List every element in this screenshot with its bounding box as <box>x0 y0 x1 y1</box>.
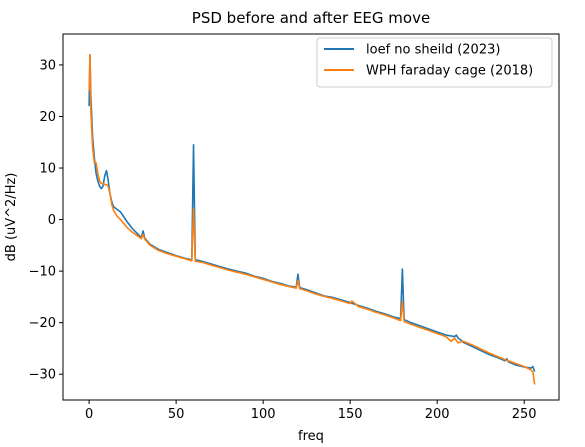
x-tick-label: 50 <box>168 407 185 422</box>
legend-label-1: loef no sheild (2023) <box>366 43 500 58</box>
x-tick-label: 100 <box>251 407 276 422</box>
x-tick-label: 0 <box>85 407 93 422</box>
y-tick-label: −30 <box>29 368 56 383</box>
y-tick-label: 10 <box>39 162 56 177</box>
x-axis-label: freq <box>298 429 324 444</box>
plot-area <box>62 33 560 401</box>
legend-label-2: WPH faraday cage (2018) <box>366 64 533 79</box>
y-tick-label: 0 <box>48 213 56 228</box>
y-axis: −30 −20 −10 0 10 20 30 <box>29 58 63 383</box>
chart-title: PSD before and after EEG move <box>192 9 430 27</box>
series-layer <box>88 53 536 385</box>
legend-items: loef no sheild (2023) WPH faraday cage (2… <box>324 43 533 79</box>
legend: loef no sheild (2023) WPH faraday cage (2… <box>316 37 553 88</box>
x-tick-label: 150 <box>338 407 363 422</box>
y-tick-label: 30 <box>39 58 56 73</box>
x-axis: 0 50 100 150 200 250 <box>85 400 537 422</box>
legend-box <box>316 37 553 88</box>
y-tick-label: 20 <box>39 110 56 125</box>
y-tick-label: −20 <box>29 316 56 331</box>
x-tick-label: 250 <box>512 407 537 422</box>
plot-frame <box>62 33 560 401</box>
series-line-2 <box>88 53 536 385</box>
y-axis-label: dB (uV^2/Hz) <box>4 173 19 262</box>
x-tick-label: 200 <box>425 407 450 422</box>
y-tick-label: −10 <box>29 265 56 280</box>
